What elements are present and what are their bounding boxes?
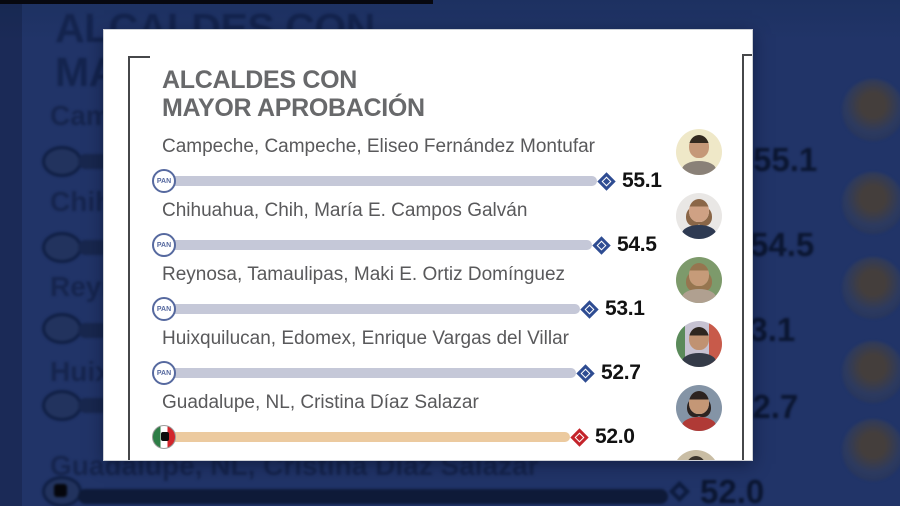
mayor-label: Guadalupe, NL, Cristina Díaz Salazar (162, 392, 479, 413)
mayor-photo (676, 193, 722, 239)
mayor-photo (676, 129, 722, 175)
background-bar (78, 489, 668, 504)
page-title: ALCALDES CON MAYOR APROBACIÓN (162, 66, 425, 122)
bar-line: PAN 52.7 (152, 360, 732, 386)
pan-logo-icon: PAN (152, 169, 176, 193)
left-frame-bracket-tick (128, 56, 150, 58)
approval-bar (166, 368, 576, 378)
bar-line: 52.0 (152, 424, 732, 450)
approval-row: Huixquilucan, Edomex, Enrique Vargas del… (152, 321, 732, 386)
background-party-icon (42, 146, 82, 177)
mayor-photo (676, 321, 722, 367)
mayor-photo (676, 257, 722, 303)
top-edge-strip (0, 0, 433, 4)
background-value: 52.0 (700, 473, 765, 506)
background-value: 54.5 (750, 226, 815, 263)
title-line2: MAYOR APROBACIÓN (162, 94, 425, 122)
background-mayor-photo (842, 79, 900, 141)
mayor-label: Chihuahua, Chih, María E. Campos Galván (162, 200, 528, 221)
approval-bar (166, 432, 570, 442)
diamond-marker-icon (570, 427, 589, 447)
approval-ranking-card: ALCALDES CON MAYOR APROBACIÓN Campeche, … (104, 30, 752, 460)
pan-logo-icon: PAN (152, 361, 176, 385)
diamond-marker-icon (580, 299, 599, 319)
mayor-label: Huixquilucan, Edomex, Enrique Vargas del… (162, 328, 569, 349)
approval-value: 53.1 (605, 297, 645, 320)
diamond-marker-icon (597, 171, 616, 191)
mayor-label: Campeche, Campeche, Eliseo Fernández Mon… (162, 136, 596, 157)
bar-line: PAN 54.5 (152, 232, 732, 258)
approval-row: Campeche, Campeche, Eliseo Fernández Mon… (152, 129, 732, 194)
approval-value: 52.7 (601, 361, 641, 384)
left-edge-shade (0, 0, 22, 506)
background-party-icon (42, 390, 82, 421)
background-mayor-photo (842, 257, 900, 319)
mayor-label: Reynosa, Tamaulipas, Maki E. Ortiz Domín… (162, 264, 566, 285)
bar-line: PAN 55.1 (152, 168, 732, 194)
pan-logo-icon: PAN (152, 297, 176, 321)
party-abbr: PAN (156, 305, 172, 313)
background-diamond-marker (668, 480, 691, 503)
approval-bar (166, 176, 597, 186)
party-abbr: PAN (156, 369, 172, 377)
approval-bar (166, 240, 592, 250)
right-panel-frame (742, 54, 744, 460)
background-mayor-photo (842, 341, 900, 403)
background-mayor-photo (842, 419, 900, 481)
approval-row: Guadalupe, NL, Cristina Díaz Salazar 52.… (152, 385, 732, 450)
left-frame-bracket (128, 56, 130, 460)
approval-row: Chihuahua, Chih, María E. Campos Galván … (152, 193, 732, 258)
pan-logo-icon: PAN (152, 233, 176, 257)
diamond-marker-icon (576, 363, 595, 383)
diamond-marker-icon (592, 235, 611, 255)
background-party-icon (42, 313, 82, 344)
approval-row: Reynosa, Tamaulipas, Maki E. Ortiz Domín… (152, 257, 732, 322)
mayor-photo (676, 385, 722, 431)
party-abbr: PAN (156, 241, 172, 249)
pri-logo-icon (152, 425, 176, 449)
background-pri-logo-icon (42, 476, 82, 506)
approval-value: 54.5 (617, 233, 657, 256)
approval-bar (166, 304, 580, 314)
background-value: 55.1 (753, 141, 818, 178)
bar-line: PAN 53.1 (152, 296, 732, 322)
background-mayor-photo (842, 172, 900, 234)
background-party-icon (42, 232, 82, 263)
approval-value: 52.0 (595, 425, 635, 448)
approval-value: 55.1 (622, 169, 662, 192)
right-panel-frame-tick (742, 54, 752, 56)
party-abbr: PAN (156, 177, 172, 185)
title-line1: ALCALDES CON (162, 66, 358, 94)
mayor-photo-partial (673, 450, 719, 460)
